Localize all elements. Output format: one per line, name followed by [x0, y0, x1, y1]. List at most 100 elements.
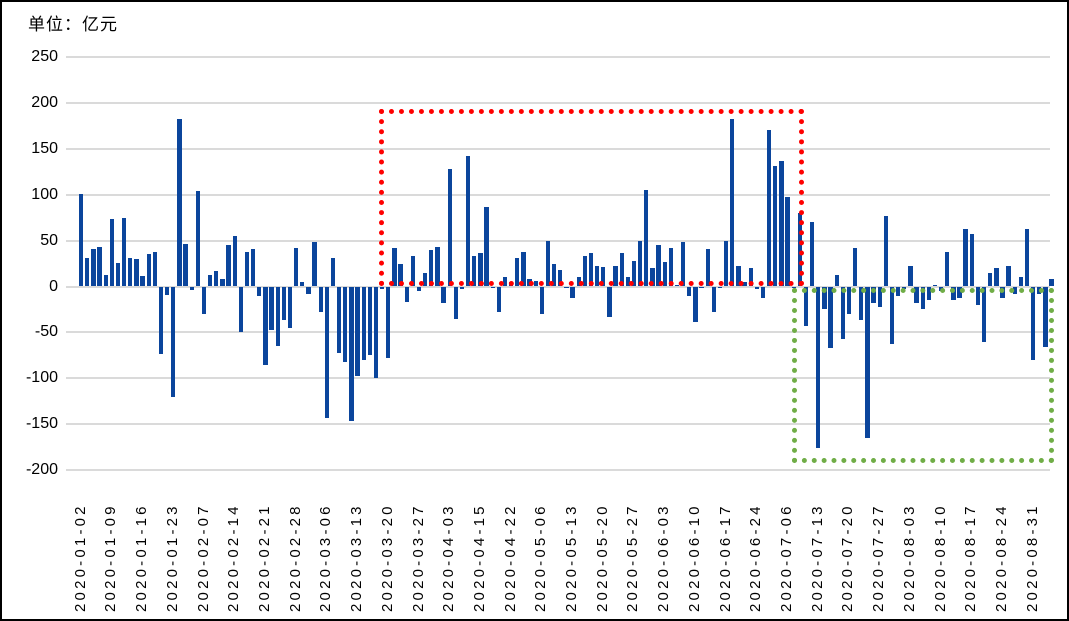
bar — [717, 286, 723, 289]
bar — [779, 160, 784, 287]
bar — [373, 286, 379, 379]
bar — [367, 286, 373, 356]
bar — [85, 258, 90, 287]
y-tick-label: -100 — [25, 369, 58, 387]
x-tick-label: 2020-01-02 — [71, 503, 89, 612]
bar — [140, 276, 145, 287]
x-tick-label: 2020-05-13 — [563, 503, 581, 612]
bar — [1049, 279, 1054, 287]
bar — [349, 286, 354, 422]
bar — [711, 286, 716, 313]
bar — [773, 166, 778, 287]
bar — [214, 270, 219, 287]
bar — [607, 286, 612, 317]
x-tick-label: 2020-02-14 — [225, 503, 243, 612]
bar — [619, 252, 624, 287]
bar — [846, 286, 852, 315]
bar — [852, 247, 858, 287]
bar — [994, 268, 999, 287]
x-tick-label: 2020-08-31 — [1023, 503, 1041, 612]
gridline-y--100 — [66, 377, 1050, 380]
bar — [926, 286, 931, 301]
bar — [134, 258, 139, 287]
bar — [902, 286, 907, 290]
x-tick-label: 2020-06-17 — [716, 503, 734, 612]
gridline-y--200 — [66, 469, 1050, 472]
y-tick-label: -200 — [25, 461, 58, 479]
bar — [521, 251, 526, 287]
bar — [201, 286, 207, 315]
x-tick-label: 2020-08-10 — [931, 503, 949, 612]
x-tick-label: 2020-07-13 — [808, 503, 826, 612]
x-tick-label: 2020-08-03 — [900, 503, 918, 612]
bar — [650, 268, 655, 287]
x-tick-label: 2020-05-20 — [593, 503, 611, 612]
bar — [570, 286, 575, 298]
gridline-y-250 — [66, 56, 1050, 58]
bar — [644, 190, 649, 287]
bar — [275, 286, 280, 347]
x-tick-label: 2020-05-06 — [532, 503, 550, 612]
bar — [447, 168, 452, 287]
bar — [410, 256, 415, 287]
bar — [981, 286, 987, 343]
bar — [588, 253, 594, 287]
bar — [490, 286, 495, 289]
bar — [705, 248, 710, 287]
bar — [545, 240, 551, 287]
bar — [251, 248, 256, 287]
bar — [963, 228, 968, 287]
bar — [969, 234, 974, 287]
gridline-y-0 — [66, 285, 1050, 288]
y-tick-label: -50 — [34, 323, 58, 341]
bar — [128, 258, 133, 287]
x-tick-label: 2020-05-27 — [624, 503, 642, 612]
bar — [594, 266, 600, 287]
bar — [656, 245, 661, 287]
x-tick-label: 2020-04-03 — [440, 503, 458, 612]
bar — [558, 269, 563, 287]
bar — [423, 272, 428, 287]
bar — [318, 286, 323, 313]
bar — [920, 286, 925, 310]
bar — [1043, 286, 1048, 348]
chart-title: 单位：亿元 — [28, 15, 118, 34]
bar — [564, 286, 569, 289]
red-dotted-box — [379, 108, 804, 286]
bar — [496, 286, 501, 313]
bar — [404, 286, 409, 303]
green-dotted-box — [792, 287, 1055, 464]
y-tick-label: 50 — [40, 231, 58, 249]
bar — [177, 119, 182, 287]
bar — [263, 286, 268, 365]
bar — [392, 247, 397, 287]
bar — [859, 286, 864, 321]
bar — [736, 266, 741, 287]
bar — [441, 286, 446, 304]
y-tick-label: 200 — [31, 93, 58, 111]
bar — [988, 272, 993, 287]
x-tick-label: 2020-06-10 — [685, 503, 703, 612]
bar — [914, 286, 919, 304]
gridline-y-200 — [66, 101, 1050, 104]
bar — [453, 286, 458, 319]
x-tick-label: 2020-02-21 — [255, 503, 273, 612]
bar — [687, 286, 692, 296]
bar — [871, 286, 876, 304]
bar — [1018, 277, 1024, 287]
bar — [324, 286, 330, 418]
bar — [785, 196, 790, 287]
bar — [889, 286, 895, 345]
gridline-y--50 — [66, 331, 1050, 334]
bar — [631, 260, 637, 287]
bar — [195, 191, 201, 287]
bar — [877, 286, 882, 307]
bar — [809, 222, 815, 287]
bar — [613, 266, 618, 287]
bar — [158, 286, 164, 354]
bar — [380, 286, 385, 290]
y-tick-label: 0 — [49, 277, 58, 295]
gridline-y-150 — [66, 147, 1050, 150]
bar — [244, 251, 250, 287]
